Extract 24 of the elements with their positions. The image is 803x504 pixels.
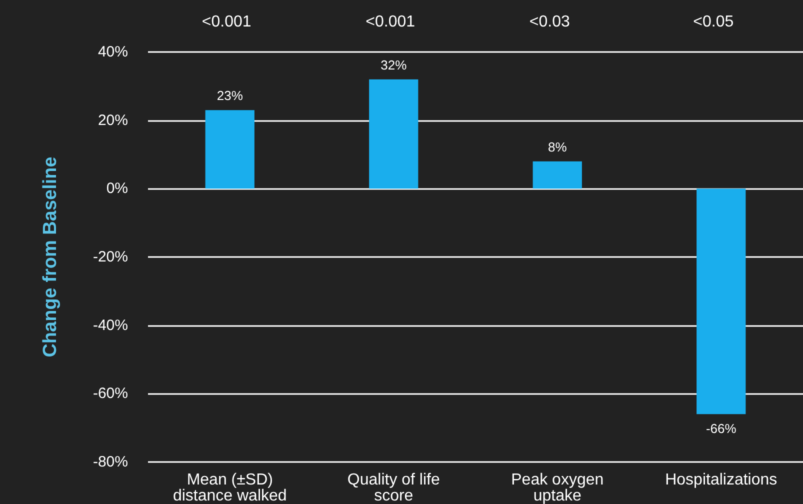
x-tick-label: Mean (±SD) distance walked bbox=[172, 472, 287, 504]
y-axis-title: Change from Baseline bbox=[40, 156, 61, 358]
y-tick-label: -60% bbox=[92, 385, 128, 402]
x-tick-label: Hospitalizations bbox=[665, 472, 778, 488]
text: <0.03 bbox=[529, 14, 570, 30]
y-tick-label: -40% bbox=[92, 316, 128, 334]
text: <0.001 bbox=[202, 14, 252, 30]
data-label: 8% bbox=[548, 139, 568, 154]
data-label: -66% bbox=[706, 421, 737, 436]
data-label: 23% bbox=[216, 88, 244, 104]
y-tick-label: 40% bbox=[98, 44, 128, 60]
text: <0.001 bbox=[366, 14, 416, 30]
y-tick-label: 0% bbox=[106, 180, 128, 198]
bar bbox=[369, 79, 418, 189]
y-tick-label: 20% bbox=[98, 112, 128, 129]
bar bbox=[696, 188, 746, 414]
bar bbox=[205, 110, 254, 189]
data-label: 32% bbox=[380, 57, 408, 72]
text: <0.05 bbox=[693, 14, 734, 30]
y-tick-label: -80% bbox=[92, 454, 128, 470]
x-tick-label: Peak oxygen uptake bbox=[511, 472, 604, 504]
bar bbox=[532, 161, 582, 189]
x-tick-label: Quality of life score bbox=[347, 472, 440, 504]
y-tick-label: -20% bbox=[92, 248, 128, 266]
